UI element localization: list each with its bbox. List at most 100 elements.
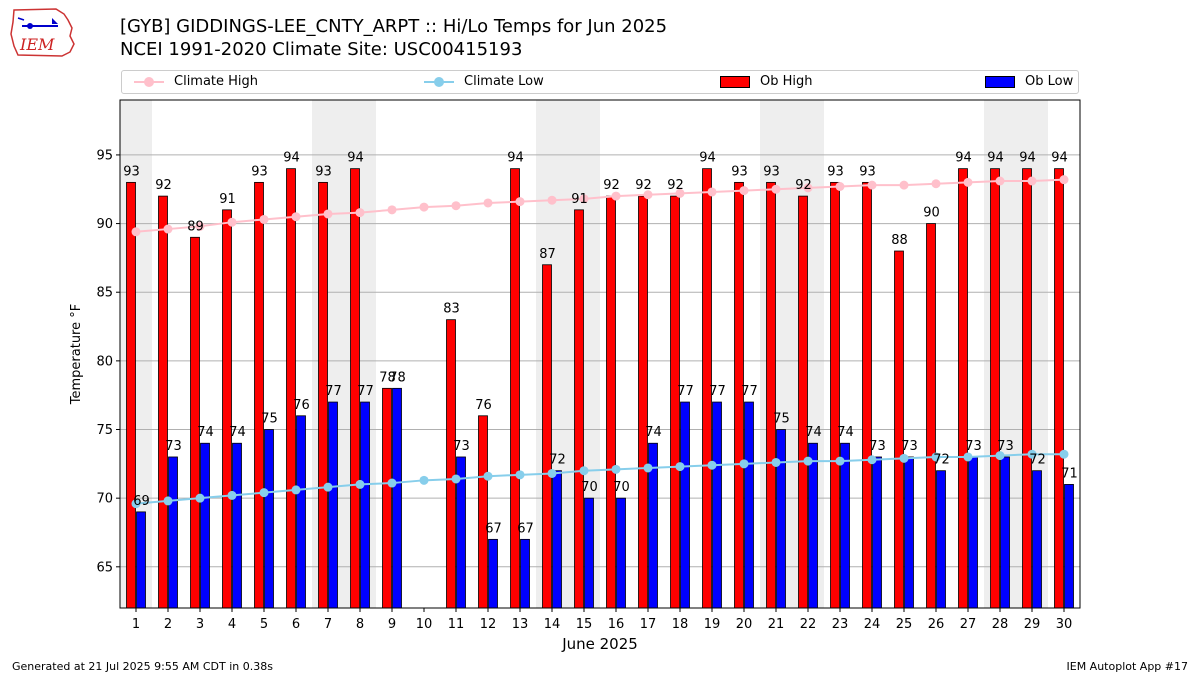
ob-high-bar	[798, 195, 808, 609]
climate-low-point	[1027, 449, 1037, 459]
climate-low-point	[739, 459, 749, 469]
ob-low-bar	[584, 497, 594, 609]
x-tick-label: 9	[388, 617, 396, 632]
ob-low-value-label: 77	[709, 384, 726, 399]
y-tick-label: 95	[96, 148, 113, 163]
ob-low-value-label: 73	[453, 439, 470, 454]
ob-high-value-label: 91	[571, 192, 588, 207]
climate-low-point	[451, 474, 461, 484]
ob-high-value-label: 92	[667, 178, 684, 193]
ob-high-value-label: 92	[635, 178, 652, 193]
climate-low-point	[995, 451, 1005, 461]
ob-high-value-label: 89	[187, 219, 204, 234]
ob-high-value-label: 78	[379, 370, 396, 385]
ob-low-value-label: 74	[805, 425, 822, 440]
ob-low-value-label: 72	[1029, 453, 1046, 468]
x-tick-label: 25	[896, 617, 913, 632]
y-tick-label: 75	[96, 423, 113, 438]
climate-high-point	[387, 205, 397, 215]
x-tick-label: 7	[324, 617, 332, 632]
climate-low-point	[867, 455, 877, 465]
x-tick-label: 15	[576, 617, 593, 632]
ob-high-value-label: 93	[859, 164, 876, 179]
ob-high-bar	[894, 250, 904, 609]
ob-high-bar	[670, 195, 680, 609]
ob-low-bar	[680, 401, 690, 609]
ob-high-value-label: 93	[315, 164, 332, 179]
weekend-shade	[984, 100, 1016, 608]
ob-high-value-label: 90	[923, 206, 940, 221]
legend-climate-low-label: Climate Low	[464, 74, 544, 89]
climate-high-point	[707, 187, 717, 197]
x-tick-label: 21	[768, 617, 785, 632]
ob-low-bar	[904, 456, 914, 609]
ob-low-value-label: 74	[229, 425, 246, 440]
x-tick-label: 24	[864, 617, 881, 632]
climate-low-point	[515, 470, 525, 480]
ob-high-value-label: 94	[699, 151, 716, 166]
climate-low-point	[643, 463, 653, 473]
climate-high-point	[803, 183, 813, 193]
climate-low-point	[1059, 449, 1069, 459]
ob-low-bar	[552, 470, 562, 609]
iem-logo: IEM	[10, 8, 75, 57]
climate-high-point	[291, 212, 301, 222]
x-tick-label: 26	[928, 617, 945, 632]
ob-high-bar	[1054, 168, 1064, 609]
ob-low-value-label: 74	[197, 425, 214, 440]
chart-subtitle: NCEI 1991-2020 Climate Site: USC00415193	[120, 39, 523, 60]
climate-high-point	[355, 208, 365, 218]
x-tick-label: 1	[132, 617, 140, 632]
ob-low-value-label: 67	[485, 521, 502, 536]
ob-high-value-label: 93	[123, 164, 140, 179]
x-tick-label: 28	[992, 617, 1009, 632]
climate-low-point	[163, 496, 173, 506]
chart-title: [GYB] GIDDINGS-LEE_CNTY_ARPT :: Hi/Lo Te…	[120, 16, 668, 37]
ob-high-value-label: 87	[539, 247, 556, 262]
ob-low-value-label: 73	[869, 439, 886, 454]
x-tick-label: 29	[1024, 617, 1041, 632]
x-tick-label: 2	[164, 617, 172, 632]
climate-low-line	[135, 453, 1064, 505]
ob-low-bar	[712, 401, 722, 609]
ob-high-value-label: 94	[347, 151, 364, 166]
climate-high-point	[867, 180, 877, 190]
climate-high-point	[899, 180, 909, 190]
app-credit: IEM Autoplot App #17	[1066, 660, 1189, 673]
ob-low-value-label: 67	[517, 521, 534, 536]
ob-low-value-label: 70	[613, 480, 630, 495]
ob-high-value-label: 92	[795, 178, 812, 193]
ob-high-bar	[862, 181, 872, 609]
ob-low-bar	[776, 429, 786, 609]
climate-high-point	[1059, 175, 1069, 185]
climate-high-point	[835, 181, 845, 191]
legend: Climate High Climate Low Ob High Ob Low	[121, 70, 1079, 94]
climate-high-point	[739, 186, 749, 196]
ob-high-value-label: 92	[155, 178, 172, 193]
generated-timestamp: Generated at 21 Jul 2025 9:55 AM CDT in …	[12, 660, 273, 673]
legend-ob-high-label: Ob High	[760, 74, 813, 89]
ob-high-bar	[126, 181, 136, 609]
legend-ob-low-swatch	[985, 75, 1015, 88]
ob-high-bar	[926, 223, 936, 609]
ob-high-bar	[766, 181, 776, 609]
legend-ob-low: Ob Low	[985, 74, 1073, 89]
ob-high-value-label: 91	[219, 192, 236, 207]
weekend-shade	[1016, 100, 1048, 608]
ob-high-value-label: 93	[763, 164, 780, 179]
x-tick-label: 4	[228, 617, 236, 632]
ob-low-value-label: 77	[357, 384, 374, 399]
ob-low-value-label: 75	[261, 412, 278, 427]
climate-high-point	[131, 227, 141, 237]
x-tick-label: 14	[544, 617, 561, 632]
ob-high-bar	[638, 195, 648, 609]
weekend-shade	[536, 100, 568, 608]
ob-low-bar	[616, 497, 626, 609]
plot-frame	[119, 99, 1081, 609]
climate-low-point	[771, 457, 781, 467]
ob-high-value-label: 88	[891, 233, 908, 248]
climate-high-point	[995, 176, 1005, 186]
ob-low-bar	[744, 401, 754, 609]
ob-low-bar	[872, 456, 882, 609]
ob-low-bar	[264, 429, 274, 609]
